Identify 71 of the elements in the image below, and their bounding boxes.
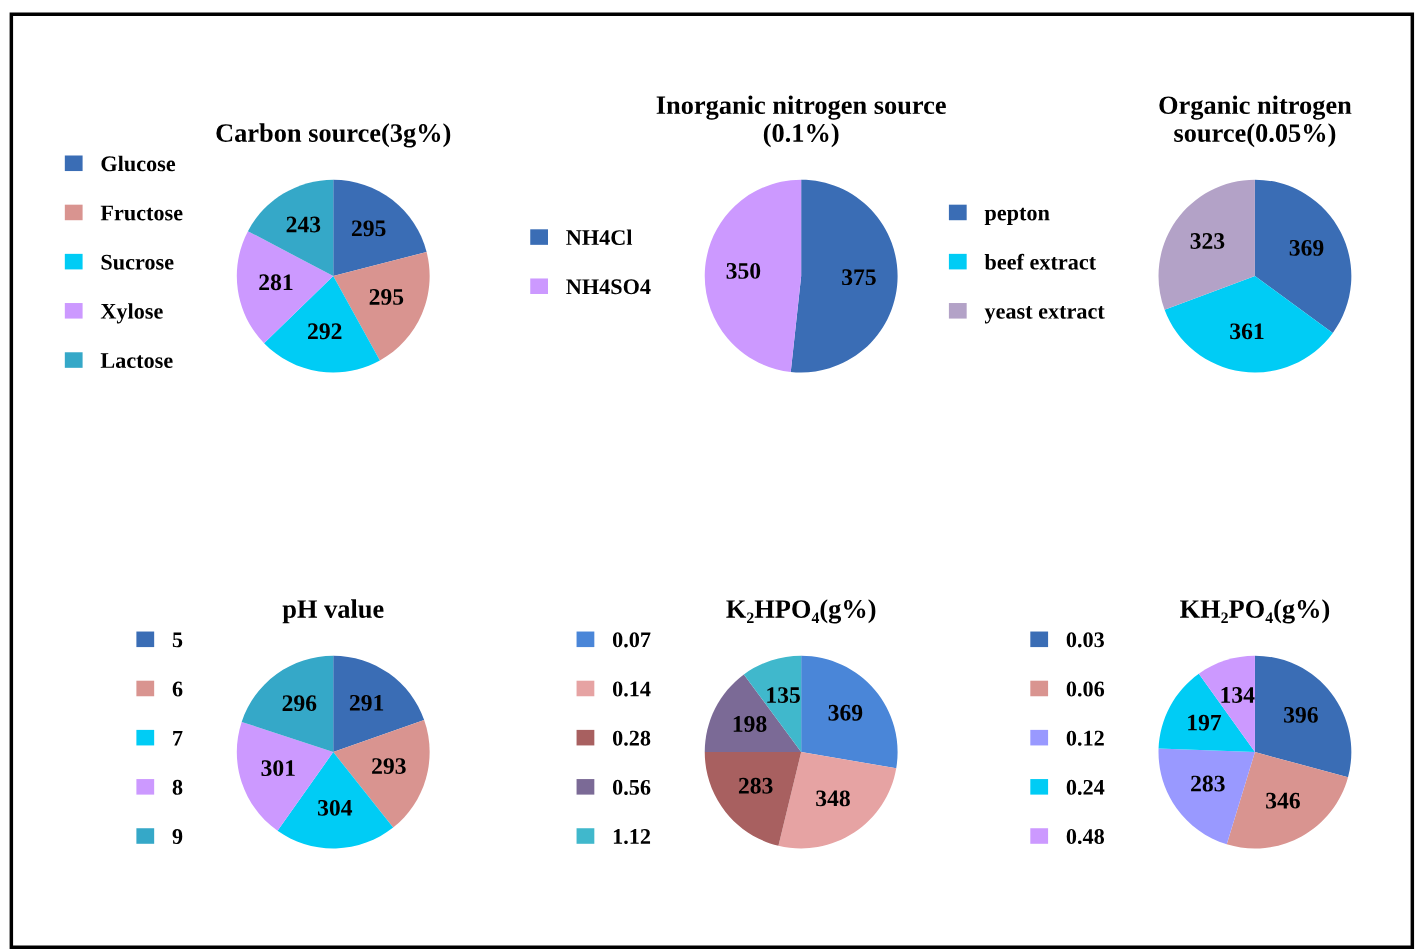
legend-label: 0.03: [1066, 632, 1104, 648]
pie-slice: [1158, 748, 1255, 845]
data-label: 375: [842, 269, 876, 286]
data-label: 281: [259, 274, 293, 291]
legend-label: Fructose: [100, 205, 183, 221]
data-label: 134: [1221, 687, 1255, 703]
pie-slice: [1164, 276, 1333, 373]
pie-slice: [1158, 179, 1255, 310]
data-label: 346: [1266, 792, 1300, 809]
data-label: 198: [733, 715, 767, 732]
legend-label: 0.56: [612, 779, 651, 795]
pie-slice: [1254, 655, 1352, 778]
data-label: 197: [1188, 714, 1222, 731]
pie-slice: [1226, 752, 1349, 849]
legend-label: pepton: [984, 207, 1050, 225]
pie-slice: [333, 655, 425, 753]
pie-slice: [790, 179, 898, 373]
data-label: 295: [351, 220, 386, 237]
data-label: 283: [738, 777, 773, 794]
data-label: 301: [261, 760, 295, 777]
data-label: 304: [318, 799, 353, 816]
legend-label: Xylose: [100, 303, 163, 324]
legend-label: 0.07: [612, 632, 651, 648]
data-label: 323: [1190, 233, 1225, 249]
legend-label: NH4Cl: [566, 229, 633, 246]
legend-label: 7: [173, 730, 183, 746]
data-label: 350: [726, 262, 761, 279]
legend-label: Sucrose: [101, 254, 174, 270]
legend-label: beef extract: [984, 253, 1097, 270]
data-label: 296: [282, 695, 317, 712]
legend-label: 0.48: [1066, 829, 1105, 845]
legend-label: 0.28: [612, 730, 651, 746]
legend-label: 6: [172, 681, 183, 697]
pie-slice: [333, 179, 427, 277]
data-label: 369: [828, 704, 863, 721]
data-label: 293: [372, 758, 406, 774]
data-label: 295: [369, 289, 404, 305]
legend-label: 1.12: [613, 829, 651, 845]
legend-label: 0.12: [1066, 730, 1104, 746]
data-label: 292: [308, 323, 342, 340]
data-label: 361: [1230, 323, 1264, 340]
chart-title: Organic nitrogen source(0.05%): [1159, 95, 1352, 148]
pie-slice: [704, 751, 802, 846]
data-label: 291: [349, 694, 384, 711]
legend-label: 0.14: [612, 681, 651, 697]
data-label: 135: [767, 687, 800, 704]
chart-title: K₂HPO₄(g%): [726, 599, 876, 624]
data-label: 396: [1284, 706, 1318, 723]
pie-slice: [241, 655, 334, 753]
legend-label: 0.06: [1066, 681, 1105, 697]
pie-slice: [801, 655, 898, 769]
legend-label: Glucose: [101, 155, 176, 172]
chart-title: pH value: [282, 599, 384, 624]
data-label: 369: [1289, 239, 1324, 256]
legend-label: 9: [172, 829, 183, 845]
chart-title: KH₂PO₄(g%): [1180, 599, 1330, 624]
pie-slice: [704, 179, 802, 372]
data-label: 348: [816, 790, 850, 807]
pie-slice: [778, 752, 897, 849]
chart-title: Carbon source(3g%): [216, 123, 451, 148]
legend-label: yeast extract: [984, 306, 1105, 324]
data-label: 283: [1191, 775, 1225, 792]
legend-label: 8: [172, 779, 183, 795]
pie-slice: [1158, 673, 1255, 753]
chart-title: Inorganic nitrogen source (0.1%): [656, 95, 946, 148]
legend-label: NH4SO4: [566, 279, 651, 295]
pie-slice: [704, 674, 802, 753]
legend-label: 5: [172, 632, 183, 648]
legend-label: 0.24: [1066, 779, 1105, 795]
data-label: 243: [286, 216, 321, 233]
legend-label: Lactose: [100, 353, 173, 369]
